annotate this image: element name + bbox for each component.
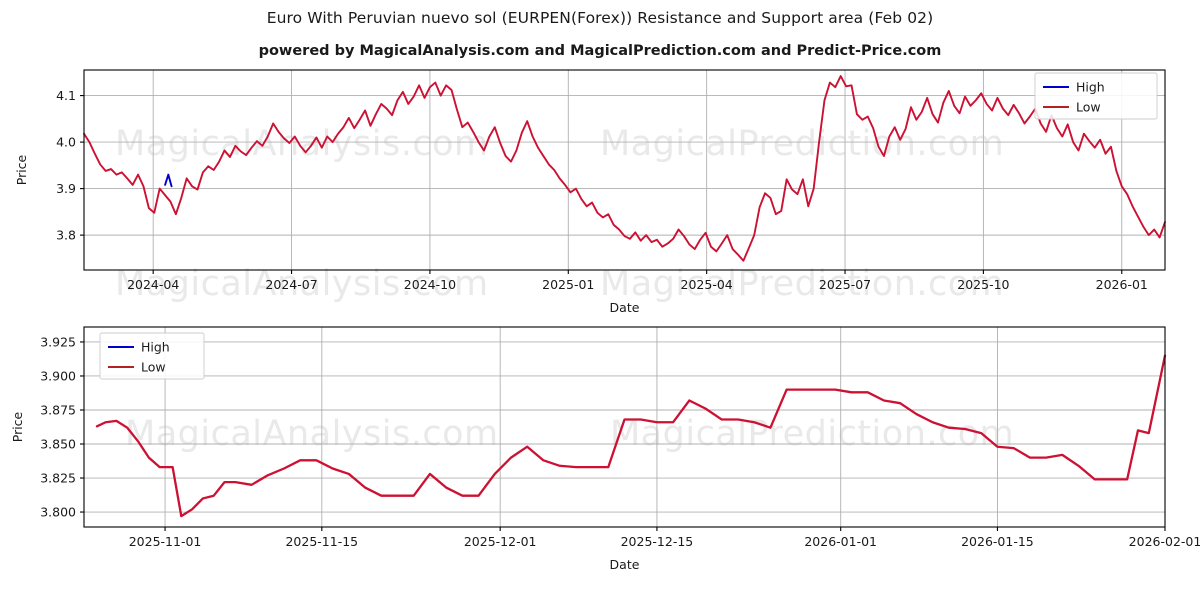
y-tick-label: 3.825 <box>40 471 76 486</box>
overview-chart: MagicalAnalysis.com MagicalPrediction.com… <box>0 60 1200 315</box>
x-axis-title: Date <box>610 557 640 572</box>
legend-item-high-label[interactable]: High <box>141 340 170 355</box>
legend-item-low-label[interactable]: Low <box>141 360 166 375</box>
x-tick-label: 2025-12-01 <box>464 534 537 549</box>
detail-chart-svg: MagicalAnalysis.com MagicalPrediction.com… <box>10 326 1200 572</box>
overview-chart-svg: MagicalAnalysis.com MagicalPrediction.com… <box>14 69 1166 315</box>
detail-chart: MagicalAnalysis.com MagicalPrediction.com… <box>0 315 1200 600</box>
watermark-text: MagicalPrediction.com <box>600 264 1004 304</box>
chart-legend: High Low <box>1034 72 1158 120</box>
x-tick-label: 2026-02-01 <box>1129 534 1200 549</box>
y-tick-label: 3.9 <box>56 181 76 196</box>
plot-background <box>84 327 1165 527</box>
y-axis-title: Price <box>14 154 29 185</box>
x-tick-label: 2025-12-15 <box>621 534 694 549</box>
legend-item-high-label[interactable]: High <box>1076 80 1105 95</box>
x-tick-label: 2026-01-01 <box>804 534 877 549</box>
y-tick-label: 3.900 <box>40 368 76 383</box>
watermark-text: MagicalAnalysis.com <box>115 264 489 304</box>
x-tick-label: 2026-01-15 <box>961 534 1034 549</box>
watermark-text: MagicalAnalysis.com <box>125 414 499 454</box>
page-subtitle: powered by MagicalAnalysis.com and Magic… <box>258 43 942 59</box>
y-tick-label: 4.0 <box>56 135 76 150</box>
x-tick-label: 2025-04 <box>681 277 733 292</box>
y-axis-title: Price <box>10 411 25 442</box>
plot-border <box>83 326 1166 528</box>
plot-background <box>84 70 1165 270</box>
x-tick-label: 2024-04 <box>127 277 179 292</box>
x-tick-label: 2024-10 <box>404 277 456 292</box>
y-tick-label: 3.875 <box>40 402 76 417</box>
legend-item-low-label[interactable]: Low <box>1076 100 1101 115</box>
plot-border <box>83 69 1166 271</box>
y-tick-label: 3.800 <box>40 505 76 520</box>
x-tick-label: 2026-01 <box>1096 277 1148 292</box>
watermark-text: MagicalPrediction.com <box>600 124 1004 164</box>
y-tick-label: 3.925 <box>40 334 76 349</box>
x-axis-title: Date <box>610 300 640 315</box>
series-line-high <box>164 173 173 188</box>
x-tick-label: 2025-07 <box>819 277 871 292</box>
x-tick-label: 2025-11-15 <box>285 534 358 549</box>
x-tick-label: 2025-10 <box>957 277 1009 292</box>
chart-legend: High Low <box>99 332 205 380</box>
page-title: Euro With Peruvian nuevo sol (EURPEN(For… <box>266 9 934 27</box>
y-tick-label: 4.1 <box>56 88 76 103</box>
watermark-text: MagicalPrediction.com <box>610 414 1014 454</box>
series-line-low <box>83 75 1166 262</box>
y-tick-label: 3.850 <box>40 437 76 452</box>
x-tick-label: 2025-11-01 <box>129 534 202 549</box>
series-line-low <box>95 354 1167 518</box>
x-tick-label: 2025-01 <box>542 277 594 292</box>
y-tick-label: 3.8 <box>56 228 76 243</box>
x-tick-label: 2024-07 <box>265 277 317 292</box>
watermark-text: MagicalAnalysis.com <box>115 124 489 164</box>
